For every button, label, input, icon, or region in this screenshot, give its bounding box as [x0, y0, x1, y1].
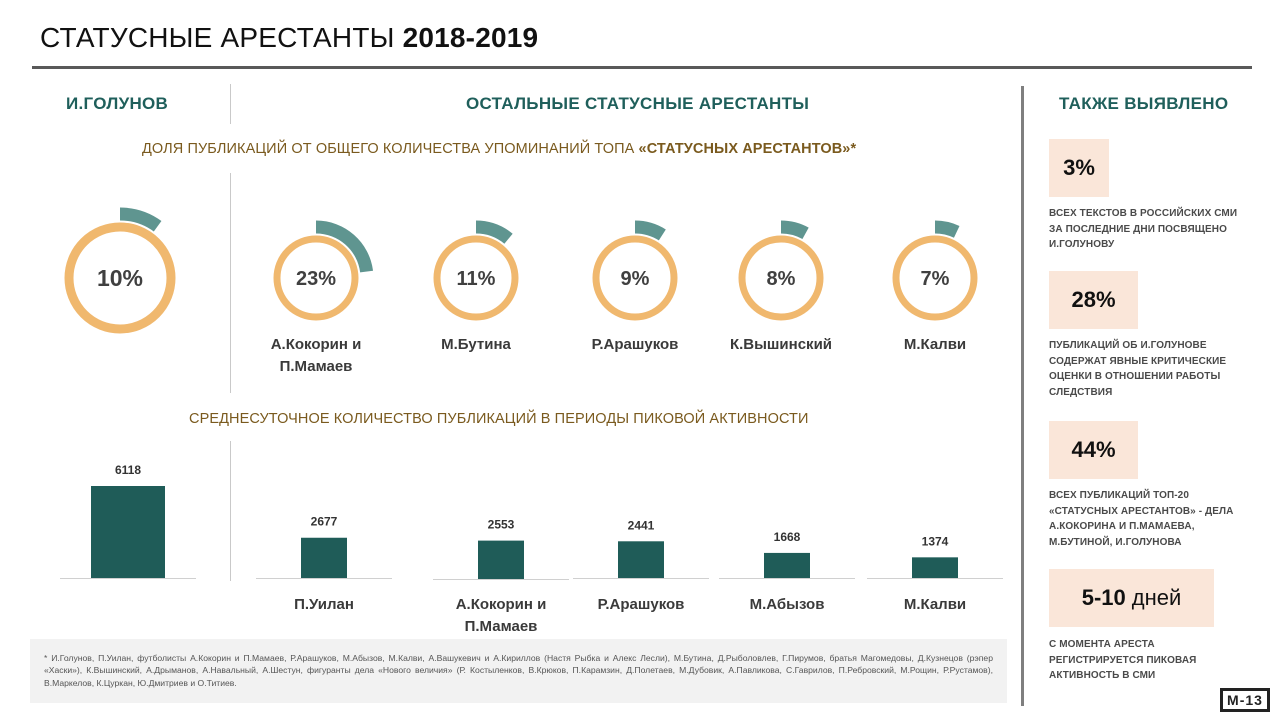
title-years: 2018-2019	[402, 22, 539, 53]
bar-category-line: А.Кокорин и	[455, 596, 547, 613]
donut-name-line: М.Калви	[903, 336, 967, 353]
bar	[912, 557, 958, 578]
bar	[478, 540, 524, 579]
bar-value-label: 1374	[922, 534, 949, 548]
bar-value-label: 2441	[628, 518, 655, 532]
stat-badge-1: 3%	[1049, 139, 1109, 197]
donut-name-label: М.Бутина	[401, 334, 551, 356]
donut-name-line: П.Мамаев	[279, 358, 353, 375]
bar-category-line: М.Калви	[903, 596, 967, 613]
bar-value-label: 6118	[115, 463, 141, 477]
donut-value-label: 7%	[921, 268, 950, 290]
donut-share-wedge	[935, 220, 960, 238]
donut-name-label: К.Вышинский	[706, 334, 856, 356]
donut-share-wedge	[781, 220, 809, 240]
bar	[91, 486, 165, 578]
stat-text-1: ВСЕХ ТЕКСТОВ В РОССИЙСКИХ СМИ ЗА ПОСЛЕДН…	[1049, 208, 1238, 250]
donut-value-label: 11%	[457, 268, 496, 290]
header-golunov: И.ГОЛУНОВ	[66, 94, 169, 113]
donut-1: 23%	[273, 220, 374, 321]
bar	[764, 552, 810, 578]
donut-name-label: Р.Арашуков	[560, 334, 710, 356]
stat-badge-3: 44%	[1049, 421, 1138, 479]
donut-5: 7%	[892, 220, 978, 321]
divider-donuts	[230, 173, 231, 393]
header-other-arrestees: ОСТАЛЬНЫЕ СТАТУСНЫЕ АРЕСТАНТЫ	[466, 94, 810, 113]
bar-category-line: Р.Арашуков	[597, 596, 685, 613]
bar-category-line: П.Мамаев	[464, 618, 538, 635]
donut-ring	[592, 235, 678, 321]
bar	[618, 541, 664, 578]
donut-0: 10%	[64, 207, 176, 334]
donut-2: 11%	[433, 220, 519, 321]
donut-ring	[64, 222, 176, 334]
subtitle-share: ДОЛЯ ПУБЛИКАЦИЙ ОТ ОБЩЕГО КОЛИЧЕСТВА УПО…	[142, 141, 856, 157]
donut-value-label: 9%	[621, 268, 650, 290]
donut-ring	[738, 235, 824, 321]
donut-ring	[273, 235, 359, 321]
header-also-found: ТАКЖЕ ВЫЯВЛЕНО	[1059, 94, 1229, 113]
donut-value-label: 23%	[296, 268, 336, 290]
donut-share-wedge	[120, 207, 162, 232]
donut-name-line: К.Вышинский	[729, 336, 833, 353]
stat-unit-4: дней	[1131, 585, 1182, 610]
donut-share-wedge	[635, 220, 666, 241]
bar-value-label: 2677	[311, 515, 338, 529]
donut-name-line: А.Кокорин и	[270, 336, 362, 353]
bar-value-label: 2553	[488, 518, 515, 532]
donut-ring	[433, 235, 519, 321]
donut-value-label: 10%	[97, 265, 143, 291]
bar-category-label: А.Кокорин и П.Мамаев	[411, 594, 591, 638]
donut-name-line: Р.Арашуков	[591, 336, 679, 353]
bar-category-line: М.Абызов	[749, 596, 825, 613]
donut-name-label: А.Кокорин и П.Мамаев	[241, 334, 391, 378]
donut-value-label: 8%	[767, 268, 796, 290]
donut-ring	[892, 235, 978, 321]
bar-category-line: П.Уилан	[294, 596, 354, 613]
stat-badge-2: 28%	[1049, 271, 1138, 329]
stat-badge-4: 5-10 дней	[1049, 569, 1214, 627]
bar-category-label: М.Калви	[845, 594, 1025, 616]
donut-share-wedge	[316, 220, 374, 273]
m13-logo: M-13	[1220, 688, 1270, 712]
divider-sidebar	[1021, 86, 1024, 706]
subtitle-share-quoted: «СТАТУСНЫХ АРЕСТАНТОВ»*	[638, 141, 857, 157]
donut-share-wedge	[476, 220, 513, 244]
divider-header	[230, 84, 231, 124]
stat-value-3: 44%	[1071, 437, 1116, 462]
donut-name-label: М.Калви	[860, 334, 1010, 356]
title-divider	[32, 66, 1252, 69]
stat-value-1: 3%	[1063, 155, 1095, 180]
stat-text-2: ПУБЛИКАЦИЙ ОБ И.ГОЛУНОВЕ СОДЕРЖАТ ЯВНЫЕ …	[1049, 340, 1227, 398]
divider-bars	[230, 441, 231, 581]
subtitle-daily: СРЕДНЕСУТОЧНОЕ КОЛИЧЕСТВО ПУБЛИКАЦИЙ В П…	[189, 411, 809, 427]
donut-4: 8%	[738, 220, 824, 321]
bar-category-label: М.Абызов	[697, 594, 877, 616]
stat-value-2: 28%	[1071, 287, 1116, 312]
daily-bar-chart: 6118 2677 2553 2441 1668 1374	[60, 463, 1003, 580]
donut-name-line: М.Бутина	[441, 336, 511, 353]
bar-category-label: П.Уилан	[234, 594, 414, 616]
bar-value-label: 1668	[774, 530, 801, 544]
stat-text-3: ВСЕХ ПУБЛИКАЦИЙ ТОП-20 «СТАТУСНЫХ АРЕСТА…	[1049, 490, 1234, 548]
footnote: * И.Голунов, П.Уилан, футболисты А.Кокор…	[30, 639, 1007, 703]
stat-value-4: 5-10	[1081, 585, 1126, 610]
title-regular: СТАТУСНЫЕ АРЕСТАНТЫ	[40, 22, 395, 53]
bar	[301, 537, 347, 578]
donut-3: 9%	[592, 220, 678, 321]
bar-category-label: Р.Арашуков	[551, 594, 731, 616]
page-title: СТАТУСНЫЕ АРЕСТАНТЫ 2018-2019	[40, 22, 538, 54]
donut-svg: 10% 23% 11% 9% 8% 7%	[64, 207, 978, 334]
subtitle-share-text: ДОЛЯ ПУБЛИКАЦИЙ ОТ ОБЩЕГО КОЛИЧЕСТВА УПО…	[142, 141, 639, 157]
stat-text-4: С МОМЕНТА АРЕСТА РЕГИСТРИРУЕТСЯ ПИКОВАЯ …	[1049, 639, 1197, 681]
